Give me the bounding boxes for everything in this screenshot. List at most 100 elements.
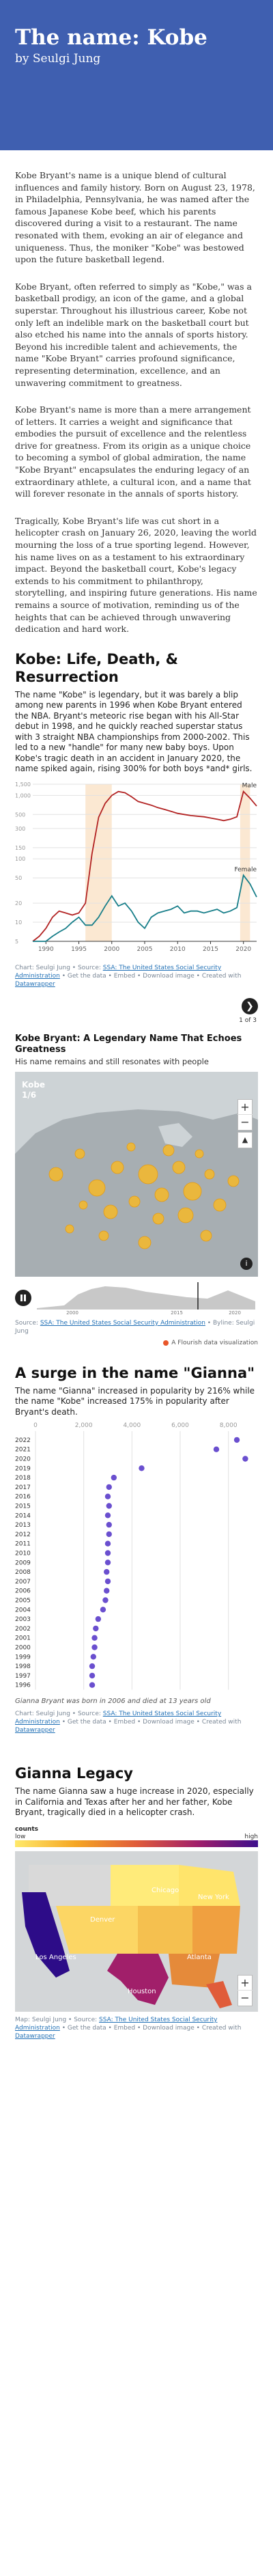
data-point [104,1588,110,1594]
category-label: 2018 [15,1475,31,1482]
x-tick-label: 4,000 [123,1422,141,1429]
zoom-in-button[interactable]: + [238,1100,253,1115]
state-region-texas [107,1953,169,2005]
data-point [89,1682,96,1689]
timeline: 2000 2015 2020 [15,1281,258,1315]
legend-low-label: low [15,1833,26,1840]
timeline-track[interactable]: 2000 2015 2020 [37,1281,255,1315]
map-bubble [88,1179,106,1197]
datawrapper-link[interactable]: Datawrapper [15,980,55,988]
gianna-map-section: Gianna Legacy The name Gianna saw a huge… [0,1764,273,2050]
category-label: 2017 [15,1484,31,1491]
map-bubble [78,1200,88,1210]
y-tick-label: 50 [15,875,22,881]
flourish-section: ❯ 1 of 3 Kobe Bryant: A Legendary Name T… [0,997,273,1346]
category-label: 2005 [15,1598,31,1605]
category-label: 2003 [15,1616,31,1623]
gianna-dot-chart[interactable]: 0 2,000 4,000 6,000 8,000 2022 2021 2020 2019 201… [15,1420,258,1693]
zoom-controls: + − [238,1098,253,1131]
x-tick-label: 2,000 [75,1422,93,1429]
zoom-out-button[interactable]: − [240,1116,250,1129]
data-point [95,1616,102,1622]
data-point [104,1540,111,1547]
land-shape [15,1109,258,1277]
y-tick-label: 20 [15,900,22,906]
timeline-tick-label: 2020 [229,1310,241,1315]
chart-description: The name Gianna saw a huge increase in 2… [15,1786,254,1818]
category-label: 2001 [15,1635,31,1642]
data-point [106,1503,112,1509]
state-region [138,1905,192,1954]
x-tick-label: 2000 [104,946,119,953]
x-tick-label: 2020 [235,946,251,953]
category-label: 1998 [15,1663,31,1670]
map-bubble [162,1144,175,1157]
map-legend: counts low high [15,1825,258,1847]
category-label: 2006 [15,1588,31,1595]
reset-controls: ▲ [238,1131,253,1148]
legend-title: counts [15,1825,38,1833]
state-region-florida [206,1980,232,2008]
category-label: 2011 [15,1541,31,1548]
map-bubble [183,1182,202,1201]
article-body: Kobe Bryant's name is a unique blend of … [0,150,273,635]
flourish-logo-icon [163,1340,169,1346]
data-point [104,1512,111,1519]
data-point [102,1597,109,1603]
chart-source: Map: Seulgi Jung • Source: SSA: The Unit… [15,2016,242,2040]
bubble-map[interactable]: Kobe 1/6 + − ▲ i [15,1071,258,1277]
pause-button[interactable] [15,1289,31,1306]
zoom-controls: + − [238,1974,253,2006]
data-point [91,1635,98,1642]
category-label: 1996 [15,1682,31,1689]
city-label-new-york: New York [198,1893,229,1901]
y-tick-label: 100 [15,856,25,862]
map-bubble [103,1204,118,1219]
map-bubble [111,1161,124,1174]
gianna-dot-chart-section: A surge in the name "Gianna" The name "G… [0,1364,273,1735]
city-label-chicago: Chicago [152,1886,179,1894]
zoom-in-button[interactable]: + [238,1976,253,1991]
map-bubble [138,1164,158,1185]
choropleth-svg [22,1864,240,2008]
data-point [91,1644,98,1650]
flourish-badge[interactable]: A Flourish data visualization [15,1340,258,1346]
source-link[interactable]: SSA: The United States Social Security A… [15,2016,218,2032]
category-label: 2013 [15,1522,31,1529]
data-point [90,1654,96,1660]
chart-title: Kobe: Life, Death, & Resurrection [15,650,178,685]
data-point [106,1484,112,1491]
map-bubble [154,1187,169,1202]
state-region [179,1864,240,1906]
state-region [169,1953,220,1988]
source-link[interactable]: SSA: The United States Social Security A… [40,1319,205,1327]
data-point [104,1578,111,1585]
lake-shape [158,1122,192,1147]
series-label-male: Male [242,782,257,789]
data-point [106,1522,112,1528]
kobe-line-chart-section: Kobe: Life, Death, & Resurrection The na… [0,650,273,988]
choropleth-map[interactable]: Denver Chicago New York Los Angeles Atla… [15,1851,258,2012]
category-label: 2012 [15,1532,31,1538]
legend-gradient [15,1840,258,1847]
page-title: The name: Kobe [15,25,207,50]
city-label-los-angeles: Los Angeles [35,1953,76,1961]
info-icon[interactable]: i [240,1257,253,1270]
series-line-male [32,790,257,942]
source-link[interactable]: SSA: The United States Social Security A… [15,964,222,980]
bubble-map-svg [15,1109,258,1277]
datawrapper-link[interactable]: Datawrapper [15,1727,55,1734]
datawrapper-link[interactable]: Datawrapper [15,2032,55,2040]
category-label: 2000 [15,1645,31,1652]
zoom-out-button[interactable]: − [240,1991,250,2005]
reset-view-icon[interactable]: ▲ [242,1135,248,1145]
paragraph: Kobe Bryant, often referred to simply as… [15,281,252,388]
y-tick-label: 300 [15,826,25,832]
next-slide-button[interactable]: ❯ [242,997,258,1014]
category-label: 2014 [15,1513,31,1520]
map-overlay-label: Kobe 1/6 [22,1079,46,1100]
chart-source: Chart: Seulgi Jung • Source: SSA: The Un… [15,964,242,988]
data-point [242,1456,248,1462]
source-link[interactable]: SSA: The United States Social Security A… [15,1711,222,1726]
